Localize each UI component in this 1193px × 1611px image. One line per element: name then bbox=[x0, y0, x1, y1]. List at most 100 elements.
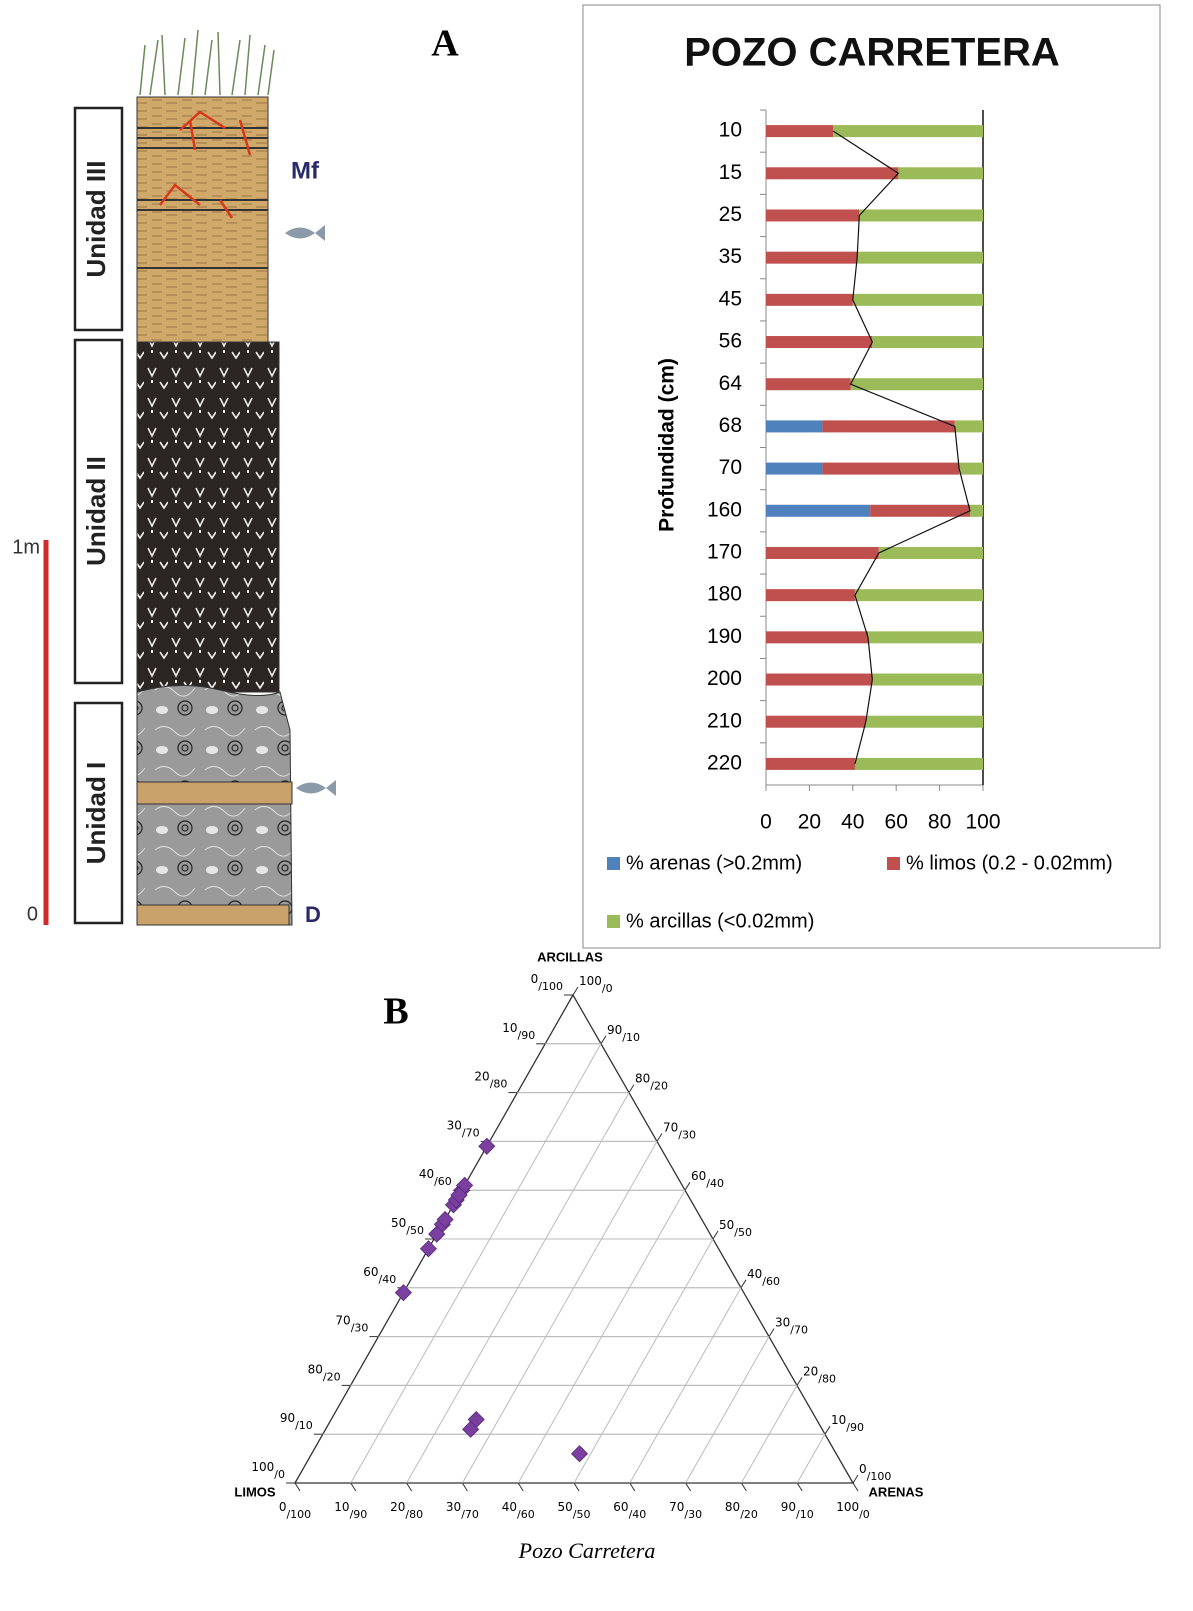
x-tick-label: 80 bbox=[928, 811, 951, 834]
bar-segment bbox=[853, 294, 983, 306]
tick-mark bbox=[657, 1133, 662, 1141]
tick-mark bbox=[295, 1483, 300, 1491]
bar-segment bbox=[766, 378, 851, 390]
tick-label: 0/100 bbox=[279, 1500, 311, 1522]
grid-line bbox=[462, 1141, 657, 1483]
legend-swatch bbox=[607, 915, 620, 928]
y-tick-label: 25 bbox=[719, 203, 742, 226]
y-tick-label: 45 bbox=[719, 287, 742, 310]
bar-segment bbox=[859, 209, 983, 221]
tick-mark bbox=[518, 1483, 523, 1491]
tick-mark bbox=[573, 987, 578, 995]
tick-label: 30/70 bbox=[447, 1118, 480, 1140]
tick-label: 10/90 bbox=[334, 1500, 367, 1522]
vertex-label: LIMOS bbox=[234, 1484, 275, 1499]
stratigraphic-column: Unidad III Unidad II Unidad I Mf D 1m 0 bbox=[12, 30, 336, 927]
bar-segment bbox=[766, 505, 870, 517]
vertex-label: ARCILLAS bbox=[537, 949, 603, 964]
panel-label: A bbox=[431, 23, 459, 65]
tick-label: 90/10 bbox=[280, 1411, 313, 1433]
tick-label: 80/20 bbox=[725, 1500, 758, 1522]
bar-segment bbox=[855, 758, 983, 770]
tick-label: 100/0 bbox=[836, 1500, 870, 1522]
tick-label: 70/30 bbox=[663, 1120, 696, 1142]
bar-segment bbox=[766, 716, 866, 728]
tick-label: 10/90 bbox=[502, 1020, 535, 1042]
y-axis-label: Profundidad (cm) bbox=[656, 358, 679, 532]
tick-mark bbox=[769, 1329, 774, 1337]
tick-label: 40/60 bbox=[502, 1500, 535, 1522]
unit-label: Unidad II bbox=[81, 456, 111, 566]
caption: Pozo Carretera bbox=[518, 1538, 656, 1563]
tick-label: 50/50 bbox=[719, 1218, 752, 1240]
x-tick-label: 40 bbox=[841, 811, 864, 834]
tick-label: 90/10 bbox=[607, 1022, 640, 1044]
bar-segment bbox=[959, 463, 983, 475]
figure: Unidad III Unidad II Unidad I Mf D 1m 0 … bbox=[0, 0, 1193, 1611]
layer-unit-2 bbox=[137, 342, 279, 692]
y-tick-label: 64 bbox=[719, 372, 743, 395]
bar-segment bbox=[766, 631, 868, 643]
marker-label: D bbox=[305, 902, 321, 927]
y-tick-label: 190 bbox=[707, 625, 742, 648]
tick-label: 10/90 bbox=[831, 1413, 864, 1435]
bar-segment bbox=[855, 589, 983, 601]
bar-segment bbox=[766, 209, 859, 221]
fish-icons bbox=[285, 225, 336, 796]
unit-label: Unidad I bbox=[81, 762, 111, 865]
legend-label: % arcillas (<0.02mm) bbox=[626, 910, 814, 932]
tick-label: 0/100 bbox=[859, 1462, 891, 1484]
tick-mark bbox=[462, 1483, 467, 1491]
bar-segment bbox=[822, 463, 959, 475]
legend-label: % limos (0.2 - 0.02mm) bbox=[906, 852, 1113, 874]
tick-label: 60/40 bbox=[691, 1169, 724, 1191]
y-tick-label: 180 bbox=[707, 583, 742, 606]
legend-swatch bbox=[887, 857, 900, 870]
bar-segment bbox=[868, 631, 983, 643]
tick-mark bbox=[741, 1483, 746, 1491]
tick-label: 70/30 bbox=[669, 1500, 702, 1522]
tick-label: 90/10 bbox=[781, 1500, 814, 1522]
base-layer bbox=[137, 905, 289, 925]
scale-label: 0 bbox=[27, 903, 38, 925]
y-tick-label: 56 bbox=[719, 330, 742, 353]
legend-label: % arenas (>0.2mm) bbox=[626, 852, 802, 874]
sample-point bbox=[479, 1138, 495, 1154]
sample-point bbox=[395, 1285, 411, 1301]
vertex-label: ARENAS bbox=[869, 1484, 924, 1499]
layer-unit-1 bbox=[137, 685, 292, 925]
y-tick-label: 210 bbox=[707, 709, 742, 732]
panel-label: B bbox=[383, 991, 408, 1033]
tick-label: 80/20 bbox=[635, 1071, 668, 1093]
bar-segment bbox=[870, 505, 970, 517]
tick-mark bbox=[853, 1483, 858, 1491]
y-tick-label: 15 bbox=[719, 161, 742, 184]
tick-label: 0/100 bbox=[531, 972, 563, 994]
tick-mark bbox=[685, 1182, 690, 1190]
tick-mark bbox=[741, 1280, 746, 1288]
bar-segment bbox=[872, 336, 983, 348]
y-tick-label: 35 bbox=[719, 245, 742, 268]
bar-segment bbox=[955, 420, 983, 432]
bar-segment bbox=[766, 125, 833, 137]
grid-line bbox=[797, 1434, 825, 1483]
tick-mark bbox=[351, 1483, 356, 1491]
tick-label: 20/80 bbox=[390, 1500, 423, 1522]
bar-segment bbox=[766, 420, 822, 432]
tick-mark bbox=[574, 1483, 579, 1491]
bar-segment bbox=[898, 167, 983, 179]
chart-title: POZO CARRETERA bbox=[684, 31, 1060, 75]
grass bbox=[140, 30, 274, 95]
tick-mark bbox=[630, 1483, 635, 1491]
tick-label: 70/30 bbox=[335, 1313, 368, 1335]
tick-label: 20/80 bbox=[803, 1364, 836, 1386]
unit-label: Unidad III bbox=[81, 161, 111, 278]
tick-label: 100/0 bbox=[251, 1460, 285, 1482]
tick-label: 30/70 bbox=[775, 1315, 808, 1337]
bar-segment bbox=[879, 547, 983, 559]
bar-segment bbox=[766, 674, 872, 686]
bar-segment bbox=[766, 336, 872, 348]
x-tick-label: 20 bbox=[798, 811, 821, 834]
bar-segment bbox=[833, 125, 983, 137]
bar-segment bbox=[970, 505, 983, 517]
